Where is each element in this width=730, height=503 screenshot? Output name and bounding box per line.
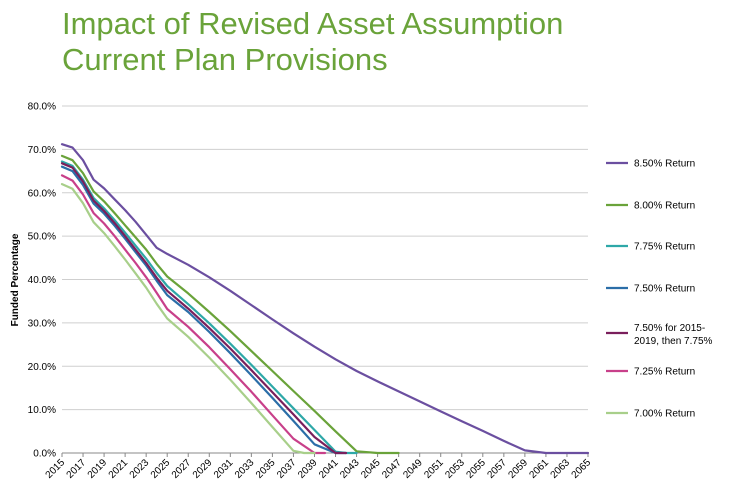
chart-title-block: Impact of Revised Asset Assumption Curre… [62, 6, 563, 78]
series-line [60, 183, 316, 455]
gridlines [62, 105, 588, 454]
legend-label: 8.50% Return [634, 159, 695, 170]
x-tick-label: 2039 [296, 457, 320, 481]
y-tick-label: 30.0% [28, 318, 56, 329]
y-tick-label: 50.0% [28, 232, 56, 243]
y-tick-label: 20.0% [28, 362, 56, 373]
x-tick-label: 2065 [570, 457, 594, 481]
legend-label: 7.00% Return [634, 409, 695, 420]
x-tick-label: 2023 [128, 457, 152, 481]
x-tick-label: 2061 [528, 457, 552, 481]
x-tick-label: 2027 [170, 457, 194, 481]
y-tick-label: 10.0% [28, 405, 56, 416]
legend-label: 7.50% Return [634, 284, 695, 295]
legend-label: 8.00% Return [634, 201, 695, 212]
x-tick-label: 2021 [107, 457, 131, 481]
chart-subtitle: Current Plan Provisions [62, 42, 388, 77]
y-axis-label: Funded Percentage [10, 233, 21, 326]
x-tick-label: 2017 [65, 457, 89, 481]
x-tick-label: 2059 [506, 457, 530, 481]
series-lines [60, 143, 590, 455]
legend-label: 7.50% for 2015-2019, then 7.75% [634, 323, 713, 347]
x-axis-ticks: 2015201720192021202320252027202920312033… [44, 453, 594, 481]
x-tick-label: 2037 [275, 457, 299, 481]
x-tick-label: 2035 [254, 457, 278, 481]
y-tick-label: 40.0% [28, 275, 56, 286]
x-tick-label: 2041 [317, 457, 341, 481]
x-tick-label: 2051 [422, 457, 446, 481]
x-tick-label: 2053 [443, 457, 467, 481]
legend-label: 7.75% Return [634, 242, 695, 253]
x-tick-label: 2057 [485, 457, 509, 481]
y-axis-ticks: 0.0% 10.0% 20.0% 30.0% 40.0% 50.0% 60.0% 70.0% 8… [28, 102, 56, 460]
legend: 8.50% Return 8.00% Return 7.75% Return 7.50… [606, 159, 713, 420]
x-tick-label: 2047 [380, 457, 404, 481]
series-line [60, 143, 590, 455]
x-tick-label: 2033 [233, 457, 257, 481]
series-line [60, 174, 327, 455]
series-line [60, 165, 348, 455]
y-tick-label: 60.0% [28, 188, 56, 199]
x-tick-label: 2029 [191, 457, 215, 481]
x-tick-label: 2031 [212, 457, 236, 481]
y-tick-label: 70.0% [28, 145, 56, 156]
y-tick-label: 0.0% [33, 449, 56, 460]
x-tick-label: 2045 [359, 457, 383, 481]
series-line [60, 154, 400, 455]
series-line [60, 160, 358, 455]
chart-title: Impact of Revised Asset Assumption [62, 6, 564, 41]
y-tick-label: 80.0% [28, 102, 56, 113]
x-tick-label: 2049 [401, 457, 425, 481]
x-tick-label: 2015 [44, 457, 68, 481]
legend-label: 7.25% Return [634, 367, 695, 378]
series-line [60, 162, 348, 455]
x-tick-label: 2063 [549, 457, 573, 481]
x-tick-label: 2019 [86, 457, 110, 481]
x-tick-label: 2043 [338, 457, 362, 481]
x-tick-label: 2025 [149, 457, 173, 481]
x-tick-label: 2055 [464, 457, 488, 481]
